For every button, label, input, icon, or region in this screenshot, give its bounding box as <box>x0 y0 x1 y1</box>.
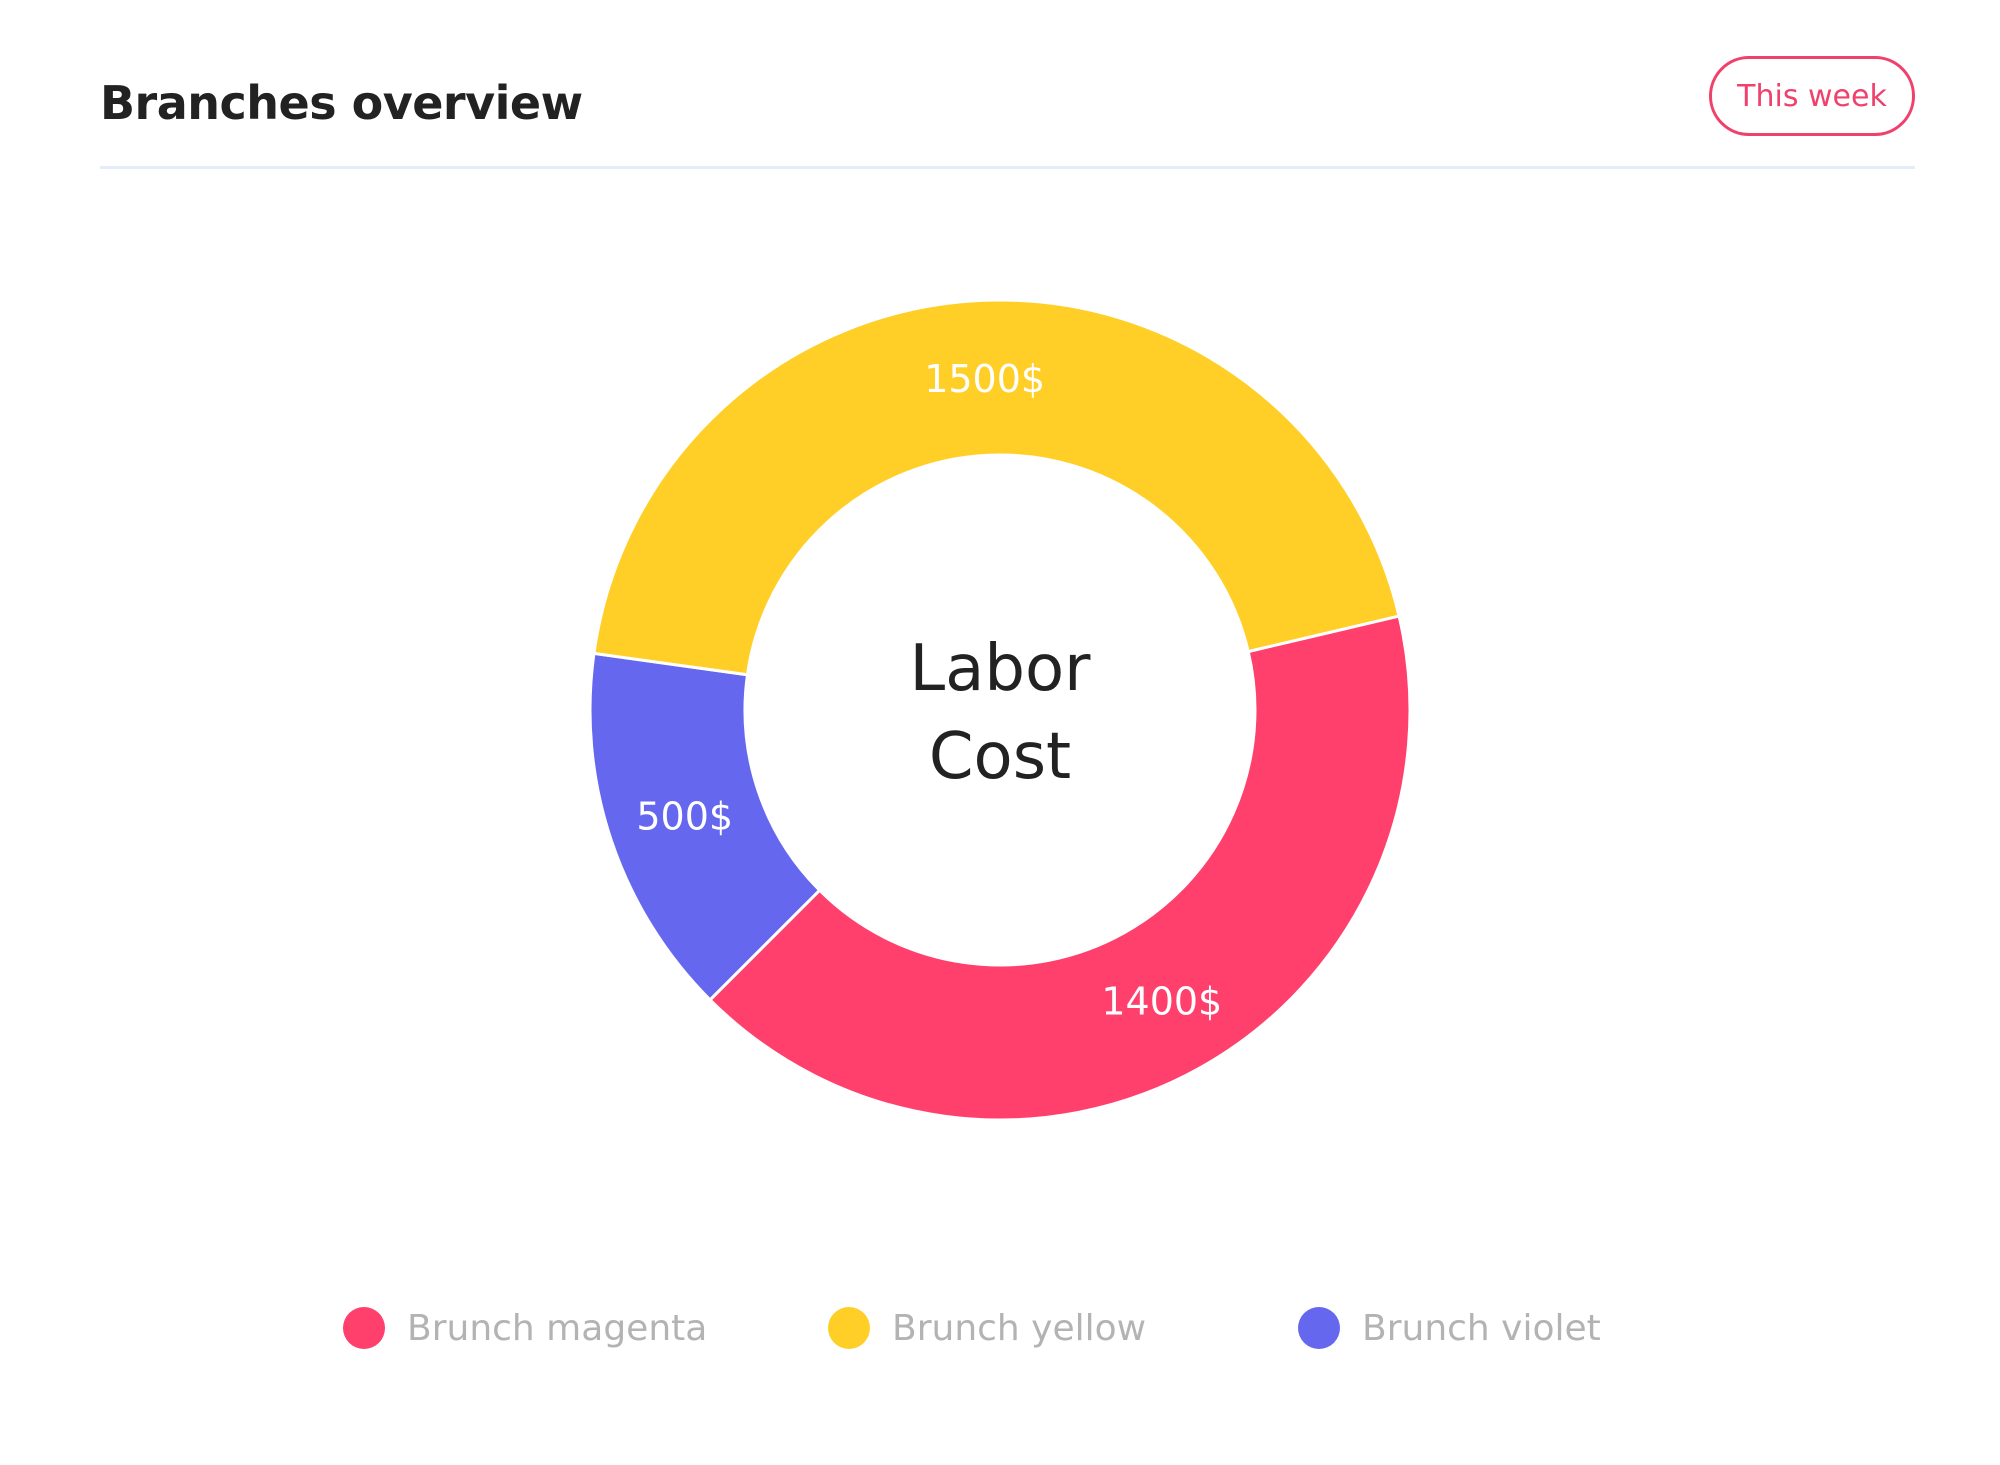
legend-item-violet[interactable]: Brunch violet <box>1298 1298 1601 1358</box>
slice-brunch-yellow[interactable] <box>592 298 1401 677</box>
legend-label-yellow: Brunch yellow <box>892 1307 1147 1349</box>
legend-dot-magenta <box>343 1307 385 1349</box>
card-header: Branches overview This week <box>100 56 1915 169</box>
chart-legend: Brunch magenta Brunch yellow Brunch viol… <box>0 1298 2000 1358</box>
slice-brunch-magenta[interactable] <box>707 614 1412 1122</box>
page-title: Branches overview <box>100 76 583 130</box>
slice-label-brunch-violet: 500$ <box>636 795 733 839</box>
donut-chart: 500$ 1500$ 1400$ Labor Cost <box>588 298 1412 1122</box>
legend-label-violet: Brunch violet <box>1362 1307 1601 1349</box>
center-label-line-1: Labor <box>910 632 1092 706</box>
legend-label-magenta: Brunch magenta <box>407 1307 708 1349</box>
slices-group <box>588 298 1412 1122</box>
legend-dot-yellow <box>828 1307 870 1349</box>
legend-dot-violet <box>1298 1307 1340 1349</box>
date-range-button[interactable]: This week <box>1709 56 1915 136</box>
slice-brunch-violet[interactable] <box>588 651 822 1003</box>
legend-item-yellow[interactable]: Brunch yellow <box>828 1298 1146 1358</box>
center-label-line-2: Cost <box>929 720 1071 794</box>
legend-item-magenta[interactable]: Brunch magenta <box>343 1298 707 1358</box>
slice-label-brunch-magenta: 1400$ <box>1101 979 1222 1023</box>
slice-label-brunch-yellow: 1500$ <box>924 357 1045 401</box>
slice-labels-group: 500$ 1500$ 1400$ <box>636 357 1222 1024</box>
